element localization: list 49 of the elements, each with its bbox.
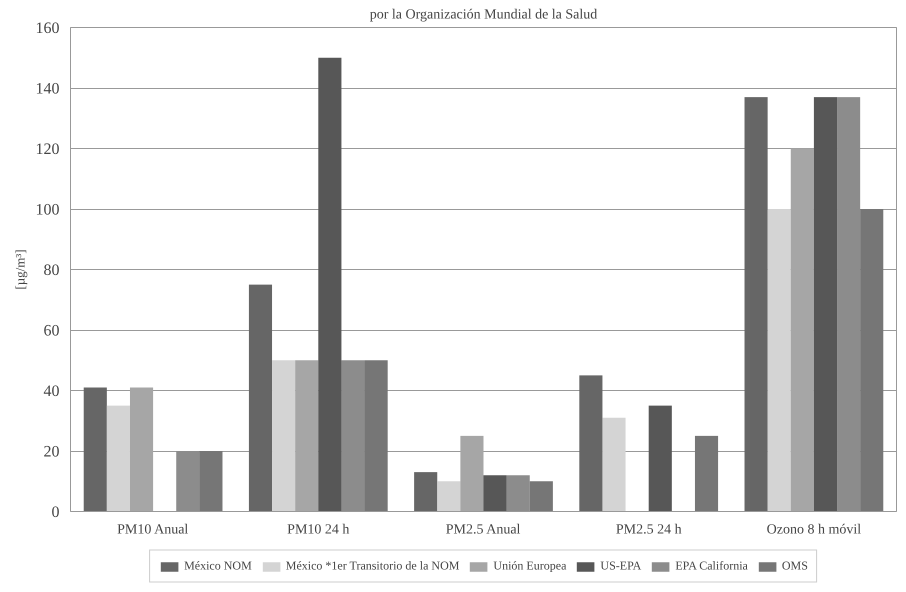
y-tick-label: 0 xyxy=(52,504,60,521)
bar xyxy=(414,472,438,512)
bar xyxy=(341,360,365,512)
y-tick-label: 40 xyxy=(44,383,60,400)
y-tick-label: 140 xyxy=(36,80,60,98)
bar xyxy=(106,406,130,512)
bar xyxy=(860,209,884,512)
x-tick-label: PM10 Anual xyxy=(117,522,188,538)
bar xyxy=(318,58,342,512)
bar xyxy=(84,387,107,512)
bar xyxy=(579,375,602,512)
legend-label: México NOM xyxy=(184,558,252,574)
legend-label: EPA California xyxy=(675,558,748,574)
y-tick-label: 80 xyxy=(44,262,60,279)
x-tick-label: PM2.5 24 h xyxy=(616,522,682,538)
bar xyxy=(744,97,768,512)
bar xyxy=(602,418,626,512)
bar xyxy=(460,436,484,512)
bar xyxy=(530,481,553,512)
bar xyxy=(248,284,272,512)
x-tick-label: Ozono 8 h móvil xyxy=(766,522,862,538)
bar xyxy=(790,148,814,512)
bar xyxy=(484,475,507,512)
y-tick-label: 100 xyxy=(36,202,60,218)
bar xyxy=(837,97,860,512)
legend-label: Unión Europea xyxy=(493,558,566,574)
bar xyxy=(437,481,460,512)
bar xyxy=(648,406,672,512)
y-tick-label: 160 xyxy=(36,20,60,37)
legend-label: US-EPA xyxy=(600,558,642,574)
bar xyxy=(272,360,296,512)
bar xyxy=(814,97,838,512)
bar xyxy=(295,360,318,512)
bar xyxy=(199,451,222,512)
y-tick-label: 60 xyxy=(44,322,60,340)
y-tick-label: 120 xyxy=(36,141,60,158)
x-tick-label: PM2.5 Anual xyxy=(446,522,521,538)
y-axis-title: [µg/m³] xyxy=(12,249,28,290)
x-tick-label: PM10 24 h xyxy=(287,522,350,538)
y-tick-label: 20 xyxy=(44,444,60,460)
bar xyxy=(768,209,791,512)
bar xyxy=(506,475,530,512)
bar xyxy=(130,387,154,512)
legend-label: México *1er Transitorio de la NOM xyxy=(286,558,460,574)
bar xyxy=(364,360,388,512)
bar xyxy=(694,436,718,512)
chart-title: por la Organización Mundial de la Salud xyxy=(370,8,598,22)
legend-label: OMS xyxy=(782,558,808,574)
bar xyxy=(176,451,200,512)
